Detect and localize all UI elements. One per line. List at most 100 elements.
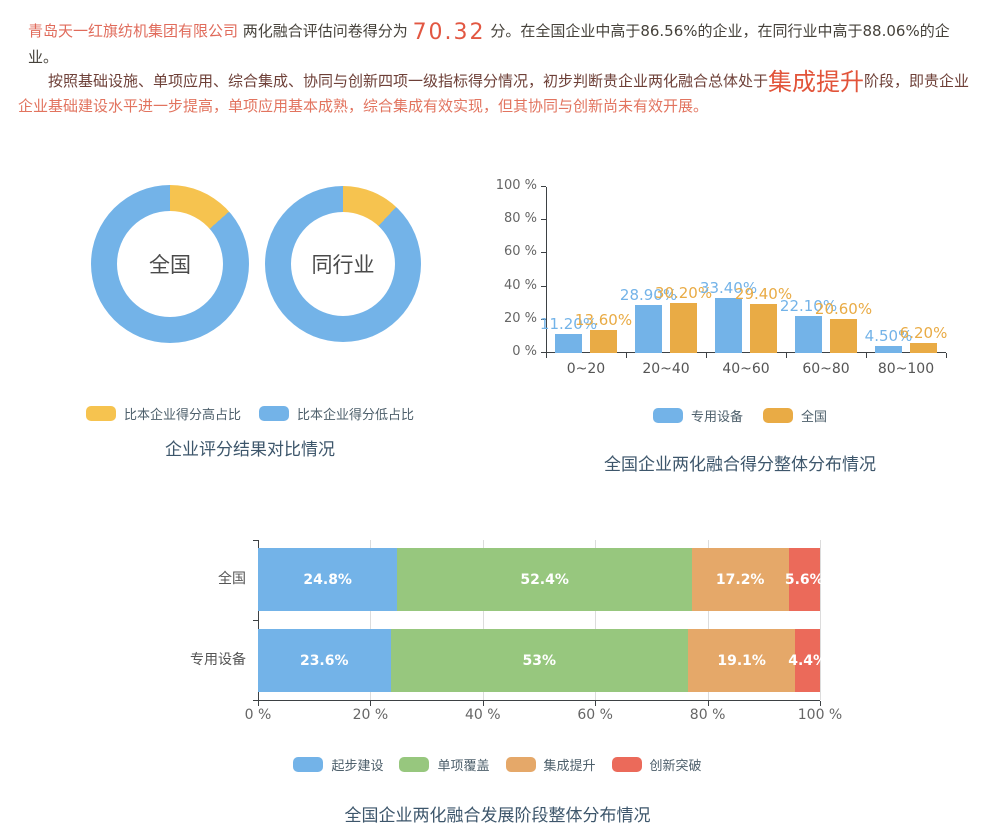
y-axis-tick xyxy=(253,620,258,621)
row-label-专用设备: 专用设备 xyxy=(190,652,246,668)
x-axis-label: 60 % xyxy=(577,707,613,723)
bar-value-label: 30.20% xyxy=(654,283,713,302)
y-axis-tick xyxy=(541,318,546,320)
x-axis-tick xyxy=(482,701,484,706)
y-axis-tick xyxy=(541,252,546,254)
bar-value-label: 4.50% xyxy=(864,326,913,345)
x-axis-tick xyxy=(786,353,787,358)
summary-text-dark: 分。在全国企业中高于86.56%的企业，在同行业中高于88.06%的企业。 xyxy=(28,22,950,66)
x-axis-label: 20 % xyxy=(352,707,389,723)
stage-analysis-paragraph: 按照基础设施、单项应用、综合集成、协同与创新四项一级指标得分情况，初步判断贵企业… xyxy=(18,69,980,119)
legend-swatch xyxy=(652,408,683,423)
y-axis-tick xyxy=(253,700,258,701)
legend-swatch xyxy=(85,406,116,421)
x-axis-label: 80~100 xyxy=(877,361,935,377)
score-comparison-chart: 全国 同行业 比本企业得分高占比 比本企业得分低占比 企业评分结果对比情况 xyxy=(60,180,440,470)
segment-value-label: 5.6% xyxy=(784,571,824,588)
legend-item-单项覆盖[interactable]: 单项覆盖 xyxy=(399,755,490,774)
summary-text-company: 青岛天一红旗纺机集团有限公司 xyxy=(28,22,239,40)
x-axis-tick xyxy=(370,701,372,706)
segment-集成提升: 19.1% xyxy=(688,629,796,692)
bar-全国-0~20 xyxy=(590,330,617,353)
legend-label: 创新突破 xyxy=(649,759,702,774)
bar-专用设备-20~40 xyxy=(635,305,662,353)
bar-value-label: 22.10% xyxy=(779,297,838,316)
segment-单项覆盖: 52.4% xyxy=(397,548,692,611)
y-axis-tick xyxy=(541,219,546,221)
segment-value-label: 53% xyxy=(522,652,557,669)
donut-center-label: 同行业 xyxy=(311,253,375,277)
segment-集成提升: 17.2% xyxy=(691,548,789,611)
bar-全国-40~60 xyxy=(750,304,777,353)
stacked-bar-全国: 24.8% 52.4% 17.2% 5.6% xyxy=(258,548,824,611)
x-axis-tick xyxy=(258,701,259,706)
x-axis-tick xyxy=(707,701,709,706)
y-axis-tick xyxy=(253,540,258,541)
x-axis-label: 40~60 xyxy=(722,361,770,377)
y-axis-label: 0 % xyxy=(512,344,537,359)
x-axis-label: 0 % xyxy=(244,707,272,723)
bar-专用设备-80~100 xyxy=(875,345,902,353)
analysis-text-maroon: 阶段，即贵企业 xyxy=(864,72,970,90)
legend-label: 专用设备 xyxy=(690,410,743,425)
gridline xyxy=(370,540,372,700)
y-axis-label: 20 % xyxy=(503,310,537,326)
stacked-chart-title: 全国企业两化融合发展阶段整体分布情况 xyxy=(344,806,651,826)
legend-item-比本企业得分高占比[interactable]: 比本企业得分高占比 xyxy=(85,404,241,423)
bar-chart-legend: 专用设备 全国 xyxy=(485,406,995,425)
y-axis-tick xyxy=(541,285,546,287)
stacked-chart-legend: 起步建设 单项覆盖 集成提升 创新突破 xyxy=(0,755,995,774)
legend-swatch xyxy=(293,757,324,772)
segment-创新突破: 4.4% xyxy=(788,629,827,692)
plot-area xyxy=(546,187,946,353)
bar-value-label: 11.20% xyxy=(539,315,598,334)
x-axis-label: 60~80 xyxy=(802,361,850,377)
bar-全国-20~40 xyxy=(670,302,697,353)
legend-item-全国[interactable]: 全国 xyxy=(763,406,827,425)
bar-value-label: 20.60% xyxy=(814,299,873,318)
bar-chart-title: 全国企业两化融合得分整体分布情况 xyxy=(604,455,876,475)
segment-起步建设: 24.8% xyxy=(258,548,398,611)
x-axis-label: 20~40 xyxy=(642,361,690,377)
donut-chart-title: 企业评分结果对比情况 xyxy=(165,440,335,460)
bar-value-label: 13.60% xyxy=(574,311,633,330)
x-axis-tick xyxy=(866,353,867,358)
legend-label: 比本企业得分低占比 xyxy=(297,408,415,423)
legend-swatch xyxy=(399,757,430,772)
legend-label: 起步建设 xyxy=(331,759,384,774)
legend-swatch xyxy=(763,408,793,423)
segment-起步建设: 23.6% xyxy=(258,629,391,692)
y-axis-label: 40 % xyxy=(503,277,537,293)
bar-value-label: 6.20% xyxy=(899,323,948,342)
segment-value-label: 4.4% xyxy=(788,652,828,669)
y-axis-label: 60 % xyxy=(503,244,537,260)
legend-swatch xyxy=(505,757,536,772)
legend-item-集成提升[interactable]: 集成提升 xyxy=(505,755,596,774)
x-axis-label: 0~20 xyxy=(566,361,606,377)
legend-item-起步建设[interactable]: 起步建设 xyxy=(293,755,383,774)
bar-专用设备-60~80 xyxy=(795,316,822,353)
segment-value-label: 24.8% xyxy=(303,571,352,588)
legend-item-专用设备[interactable]: 专用设备 xyxy=(652,406,743,425)
score-distribution-chart: 专用设备 全国 全国企业两化融合得分整体分布情况 0 % 20 % 40 % 60 % 8… xyxy=(485,175,995,485)
donut-national: 全国 xyxy=(91,185,249,343)
segment-单项覆盖: 53% xyxy=(390,629,689,692)
x-axis-tick xyxy=(946,353,947,358)
analysis-text-stage: 集成提升 xyxy=(768,68,865,96)
analysis-text-maroon: 按照基础设施、单项应用、综合集成、协同与创新四项一级指标得分情况，初步判断贵企业… xyxy=(48,72,769,90)
y-axis-tick xyxy=(541,352,546,353)
segment-value-label: 19.1% xyxy=(717,652,766,669)
legend-item-比本企业得分低占比[interactable]: 比本企业得分低占比 xyxy=(259,404,414,423)
y-axis-label: 100 % xyxy=(495,178,537,193)
score-summary-line: 青岛天一红旗纺机集团有限公司 两化融合评估问卷得分为 70.32 分。在全国企业… xyxy=(28,18,978,70)
x-axis-label: 100 % xyxy=(797,707,843,723)
legend-label: 单项覆盖 xyxy=(437,759,490,774)
legend-item-创新突破[interactable]: 创新突破 xyxy=(611,755,702,774)
x-axis-tick xyxy=(626,353,627,358)
gridline xyxy=(595,540,597,700)
summary-text-score: 70.32 xyxy=(412,20,486,45)
donut-hole xyxy=(291,212,395,316)
legend-swatch xyxy=(611,757,642,772)
bar-专用设备-40~60 xyxy=(715,297,742,353)
legend-swatch xyxy=(259,406,289,421)
